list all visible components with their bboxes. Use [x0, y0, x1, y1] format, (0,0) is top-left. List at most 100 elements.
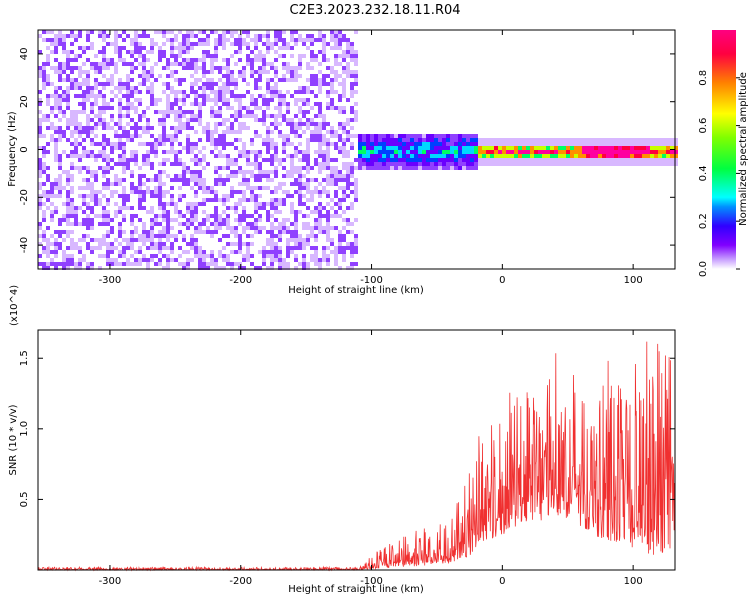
spectrogram-cell [158, 214, 162, 218]
spectrogram-cell [254, 258, 258, 262]
spectrogram-cell [110, 78, 114, 82]
spectrogram-cell [266, 150, 270, 154]
spectrogram-cell [66, 74, 70, 78]
spectrogram-cell [102, 170, 106, 174]
spectrogram-cell [302, 222, 306, 226]
spectrogram-cell [170, 178, 174, 182]
spectrogram-cell [258, 54, 262, 58]
spectrogram-cell [254, 238, 258, 242]
spectrogram-cell [342, 54, 346, 58]
spectrogram-cell [306, 46, 310, 50]
spectrogram-cell [190, 46, 194, 50]
spectrogram-cell [326, 194, 330, 198]
spectrogram-cell [82, 242, 86, 246]
spectrogram-cell [530, 158, 534, 162]
spectrogram-cell [278, 174, 282, 178]
spectrogram-cell [190, 158, 194, 162]
spectrogram-cell [194, 146, 198, 150]
spectrogram-cell [294, 190, 298, 194]
spectrogram-cell [646, 142, 650, 146]
spectrogram-cell [258, 74, 262, 78]
spectrogram-cell [274, 114, 278, 118]
spectrogram-cell [206, 82, 210, 86]
spectrogram-cell [446, 130, 450, 134]
spectrogram-cell [170, 198, 174, 202]
spectrogram-cell [238, 154, 242, 158]
spectrogram-cell [274, 58, 278, 62]
spectrogram-cell [226, 30, 230, 34]
spectrogram-cell [94, 262, 98, 266]
spectrogram-cell [298, 146, 302, 150]
spectrogram-cell [102, 126, 106, 130]
spectrogram-cell [330, 70, 334, 74]
spectrogram-cell [174, 234, 178, 238]
spectrogram-cell [222, 122, 226, 126]
spectrogram-cell [258, 190, 262, 194]
spectrogram-cell [58, 38, 62, 42]
spectrogram-cell [442, 166, 446, 170]
spectrogram-cell [170, 50, 174, 54]
spectrogram-cell [174, 206, 178, 210]
spectrogram-cell [46, 130, 50, 134]
spectrogram-cell [190, 74, 194, 78]
spectrogram-cell [526, 138, 530, 142]
spectrogram-cell [118, 258, 122, 262]
spectrogram-cell [166, 114, 170, 118]
spectrogram-cell [82, 94, 86, 98]
spectrogram-cell [198, 38, 202, 42]
spectrogram-cell [218, 118, 222, 122]
spectrogram-cell [238, 190, 242, 194]
spectrogram-cell [270, 86, 274, 90]
spectrogram-cell [626, 162, 630, 166]
spectrogram-cell [50, 38, 54, 42]
spectrogram-cell [110, 166, 114, 170]
spectrogram-cell [350, 90, 354, 94]
spectrogram-cell [158, 202, 162, 206]
spectrogram-cell [346, 198, 350, 202]
spectrogram-cell [226, 162, 230, 166]
spectrogram-cell [118, 254, 122, 258]
spectrogram-cell [226, 238, 230, 242]
spectrogram-cell [246, 238, 250, 242]
spectrogram-cell [222, 246, 226, 250]
spectrogram-cell [306, 230, 310, 234]
spectrogram-cell [210, 214, 214, 218]
spectrogram-cell [194, 130, 198, 134]
spectrogram-cell [522, 158, 526, 162]
spectrogram-cell [130, 246, 134, 250]
spectrogram-cell [458, 166, 462, 170]
spectrogram-cell [262, 98, 266, 102]
spectrogram-cell [674, 142, 678, 146]
spectrogram-cell [282, 266, 286, 270]
spectrogram-cell [134, 262, 138, 266]
spectrogram-cell [350, 174, 354, 178]
spectrogram-cell [302, 142, 306, 146]
spectrogram-cell [198, 102, 202, 106]
spectrogram-cell [430, 142, 434, 146]
spectrogram-cell [466, 138, 470, 142]
spectrogram-cell [294, 242, 298, 246]
spectrogram-cell [306, 234, 310, 238]
spectrogram-cell [210, 70, 214, 74]
spectrogram-cell [522, 146, 526, 150]
spectrogram-cell [90, 222, 94, 226]
spectrogram-cell [150, 230, 154, 234]
spectrogram-cell [346, 134, 350, 138]
spectrogram-cell [50, 162, 54, 166]
spectrogram-cell [178, 230, 182, 234]
spectrogram-cell [302, 154, 306, 158]
spectrogram-cell [402, 134, 406, 138]
spectrogram-cell [446, 162, 450, 166]
spectrogram-cell [54, 90, 58, 94]
spectrogram-cell [226, 94, 230, 98]
spectrogram-cell [162, 134, 166, 138]
spectrogram-cell [94, 50, 98, 54]
spectrogram-cell [138, 126, 142, 130]
spectrogram-cell [234, 266, 238, 270]
spectrogram-cell [306, 178, 310, 182]
spectrogram-cell [322, 198, 326, 202]
spectrogram-cell [234, 158, 238, 162]
x-tick-label: 0 [499, 275, 505, 286]
spectrogram-cell [194, 242, 198, 246]
spectrogram-cell [302, 38, 306, 42]
